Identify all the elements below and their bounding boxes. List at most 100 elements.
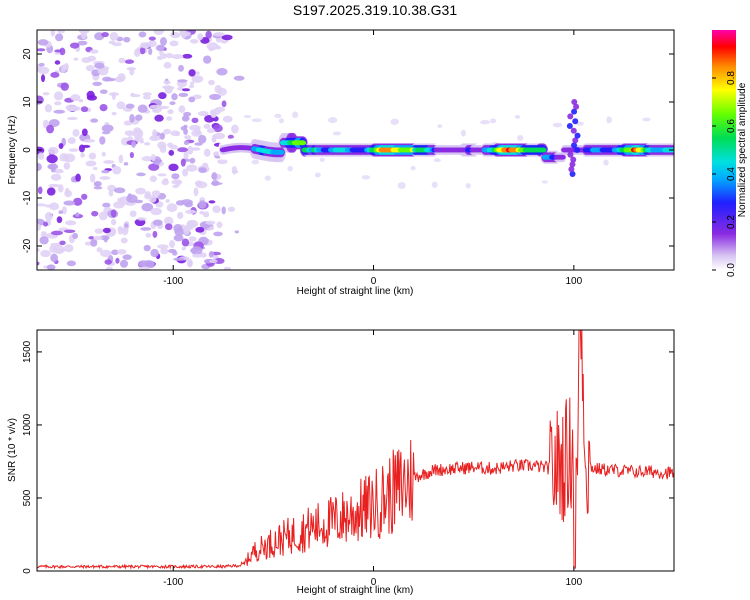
noise-blob: [57, 30, 65, 34]
noise-blob: [48, 183, 60, 188]
noise-blob: [184, 201, 193, 208]
spike-blob: [568, 166, 575, 173]
noise-blob: [73, 197, 83, 206]
noise-blob: [183, 151, 189, 160]
noise-blob: [105, 266, 114, 270]
noise-blob: [135, 114, 143, 121]
noise-blob: [116, 101, 126, 110]
noise-blob: [169, 40, 179, 47]
noise-blob: [70, 42, 80, 49]
noise-blob: [125, 103, 135, 109]
snr-y-ticks: 0 500 1000 1500: [22, 340, 674, 574]
noise-blob: [162, 53, 167, 59]
noise-blob: [112, 165, 122, 175]
noise-blob: [177, 212, 184, 220]
noise-blob: [97, 67, 109, 76]
noise-blob: [489, 118, 497, 124]
noise-blob: [101, 124, 114, 133]
noise-blob: [191, 130, 203, 137]
noise-blob: [119, 259, 129, 268]
noise-blob: [99, 136, 106, 145]
spike-blob: [570, 156, 577, 163]
noise-blob: [171, 179, 183, 185]
noise-blob: [517, 134, 524, 141]
noise-blob: [180, 158, 186, 167]
noise-blob: [154, 114, 164, 122]
noise-blob: [150, 207, 162, 216]
noise-blob: [390, 118, 399, 125]
noise-blob: [177, 87, 184, 91]
noise-blob: [40, 249, 51, 258]
noise-blob: [193, 187, 199, 197]
noise-blob: [203, 123, 211, 129]
noise-blob: [167, 109, 174, 115]
noise-blob: [50, 71, 60, 78]
noise-blob: [165, 199, 170, 203]
noise-blob: [78, 98, 84, 103]
noise-blob: [140, 42, 152, 46]
noise-blob: [152, 230, 158, 238]
noise-blob: [217, 159, 228, 165]
noise-blob: [603, 159, 609, 166]
noise-blob: [215, 45, 222, 50]
noise-blob: [88, 152, 97, 160]
noise-blob: [231, 124, 239, 134]
noise-blob: [460, 129, 466, 137]
noise-blob: [197, 33, 204, 41]
spike-blob: [569, 161, 576, 168]
snr-y-tick-label: 1000: [22, 413, 33, 436]
noise-blob: [44, 212, 53, 221]
noise-blob: [53, 168, 64, 174]
noise-blob: [81, 57, 92, 63]
noise-blob: [179, 30, 186, 37]
noise-blob: [67, 137, 76, 145]
noise-blob: [213, 231, 223, 237]
snr-y-tick-label: 1500: [22, 340, 33, 363]
noise-blob: [171, 54, 184, 60]
noise-blob: [191, 75, 204, 83]
noise-blob: [552, 122, 563, 128]
noise-blob: [49, 202, 60, 211]
noise-blob: [221, 206, 226, 215]
noise-blob: [410, 165, 416, 171]
colorbar: 0.0 0.2 0.4 0.6 0.8 Normalized spectral ampl…: [712, 30, 748, 277]
noise-blob: [117, 249, 127, 255]
noise-blob: [175, 200, 185, 206]
noise-blob: [114, 76, 125, 83]
noise-blob: [129, 113, 135, 123]
noise-blob: [149, 104, 162, 109]
noise-blob: [142, 260, 155, 268]
noise-blob: [210, 110, 217, 119]
noise-blob: [124, 59, 135, 64]
noise-blob: [110, 218, 117, 226]
noise-blob: [78, 30, 90, 35]
noise-blob: [37, 39, 49, 46]
noise-blob: [189, 157, 196, 164]
noise-blob: [110, 209, 117, 218]
noise-blob: [48, 165, 55, 169]
noise-blob: [183, 124, 188, 129]
noise-blob: [37, 261, 40, 266]
noise-blob: [203, 148, 211, 157]
snr-panel: -100 0 100 0 500 1000 1500 Height of straight…: [7, 329, 675, 596]
noise-blob: [156, 244, 169, 249]
noise-blob: [123, 120, 133, 126]
noise-blob: [75, 173, 81, 182]
noise-blob: [214, 258, 225, 264]
noise-blob: [120, 237, 128, 244]
noise-blob: [209, 93, 221, 100]
noise-blob: [186, 221, 196, 229]
noise-blob: [141, 202, 154, 212]
noise-blob: [165, 53, 174, 59]
noise-blob: [177, 147, 189, 153]
noise-blob: [58, 210, 64, 215]
noise-blob: [168, 163, 179, 172]
spectrogram-x-tick-label: 0: [371, 276, 377, 287]
noise-blob: [80, 106, 89, 113]
noise-blob: [264, 175, 271, 181]
spectrogram-y-label: Frequency (Hz): [7, 116, 18, 185]
noise-blob: [188, 236, 197, 242]
noise-blob: [213, 132, 226, 140]
noise-blob: [274, 113, 282, 119]
noise-blob: [186, 258, 193, 268]
